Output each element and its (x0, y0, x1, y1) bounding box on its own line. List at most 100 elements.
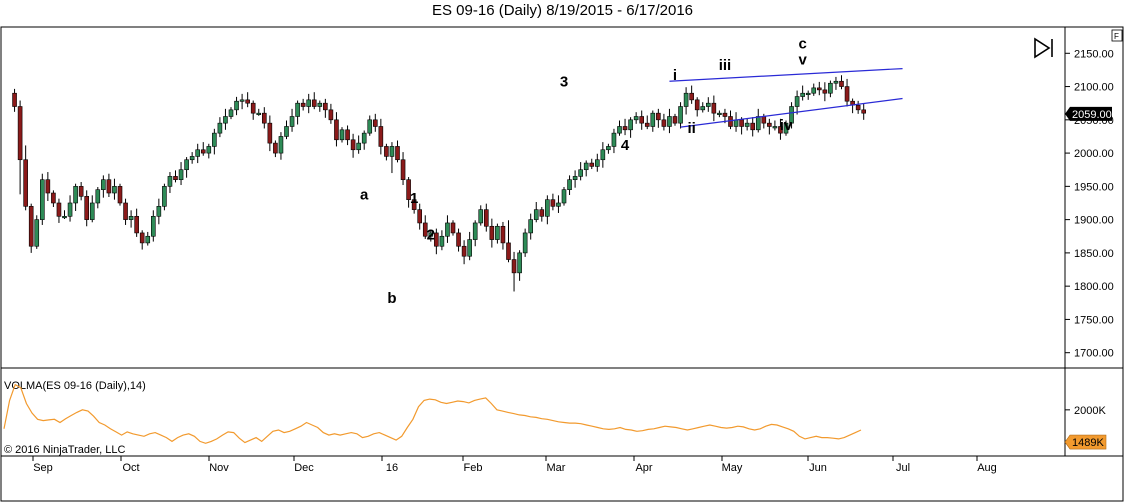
candle-body (639, 116, 645, 124)
price-tick-label: 2000.00 (1074, 148, 1114, 160)
candle-body (456, 232, 461, 247)
candle-body (628, 119, 633, 131)
volume-axis: 2000K (1065, 405, 1106, 417)
candle-body (95, 189, 101, 204)
candle-body (23, 159, 28, 207)
candle-body (439, 235, 445, 247)
candle-body (139, 232, 145, 244)
candle-body (156, 206, 162, 217)
price-tick-label: 1950.00 (1074, 181, 1114, 193)
time-tick-label: 16 (386, 462, 398, 474)
candle-body (500, 225, 506, 244)
candle-body (517, 252, 522, 274)
candle-body (300, 102, 306, 107)
candle-body (539, 209, 545, 217)
trend-line (669, 67, 903, 82)
candle-body (12, 92, 17, 107)
trend-lines (669, 67, 903, 128)
candle-body (234, 100, 239, 111)
candle-body (378, 126, 384, 147)
candle-body (472, 222, 478, 240)
candle-body (483, 209, 489, 227)
candle-body (217, 122, 223, 134)
candle-body (228, 109, 234, 117)
time-tick-label: May (722, 462, 743, 474)
candle-body (273, 142, 278, 154)
candle-body (39, 179, 45, 220)
candle-body (73, 186, 78, 204)
wave-label: iii (719, 57, 732, 74)
candle-body (767, 122, 772, 127)
play-forward-icon[interactable] (1034, 37, 1053, 59)
last-price-marker: 2059.00 (1065, 106, 1112, 121)
trend-line (680, 97, 903, 128)
time-tick-label: Jun (809, 462, 827, 474)
candle-body (550, 199, 556, 207)
candle-body (189, 156, 195, 161)
time-axis: Sep Oct Nov Dec 16 Feb Mar Apr May Jun Jul Aug (32, 456, 997, 474)
candle-body (678, 106, 683, 124)
candle-body (722, 112, 728, 117)
candle-body (428, 232, 434, 237)
wave-label: a (360, 187, 369, 204)
candle-body (606, 146, 611, 151)
candle-body (667, 116, 672, 127)
candle-body (739, 119, 744, 127)
candle-body (223, 116, 228, 124)
candle-body (633, 116, 639, 121)
candle-body (162, 186, 167, 207)
candle-body (617, 126, 622, 134)
candle-body (17, 106, 23, 161)
candle-body (694, 99, 700, 111)
candle-body (306, 99, 312, 107)
candle-body (844, 86, 850, 102)
plot-frame (0, 26, 1124, 502)
candle-body (822, 89, 828, 94)
candle-body (250, 102, 256, 114)
candle-body (800, 92, 805, 97)
candle-body (805, 92, 811, 96)
candle-body (317, 102, 323, 107)
candle-body (261, 112, 267, 124)
candle-body (783, 122, 789, 134)
candle-body (345, 129, 350, 141)
price-tick-label: 1700.00 (1074, 348, 1114, 360)
candle-body (495, 225, 500, 240)
candle-body (672, 116, 678, 124)
copyright-label: © 2016 NinjaTrader, LLC (4, 444, 125, 456)
candle-body (489, 225, 495, 240)
candle-body (339, 129, 345, 141)
candle-body (583, 162, 589, 171)
candle-body (422, 222, 428, 237)
candle-body (450, 222, 456, 234)
candle-body (128, 215, 134, 220)
candle-body (744, 122, 750, 127)
candle-body (117, 186, 123, 204)
candle-body (123, 202, 128, 220)
candlesticks (12, 75, 867, 292)
candle-body (384, 146, 389, 157)
wave-label: v (798, 52, 807, 69)
time-tick-label: Mar (547, 462, 566, 474)
volume-last-label: 1489K (1072, 437, 1104, 449)
candle-body (755, 116, 761, 131)
wave-label: b (387, 290, 396, 307)
candle-body (511, 259, 517, 274)
svg-text:F: F (1114, 32, 1119, 41)
time-tick-label: Oct (122, 462, 139, 474)
candle-body (434, 232, 439, 247)
candle-body (556, 202, 561, 207)
candle-body (789, 106, 794, 124)
candle-body (778, 126, 783, 134)
f-button[interactable]: F (1111, 29, 1123, 42)
candle-body (689, 92, 694, 101)
last-price-label: 2059.00 (1072, 109, 1112, 121)
candle-body (794, 96, 800, 107)
candle-body (467, 239, 472, 257)
candle-body (828, 82, 833, 94)
candle-body (600, 149, 606, 161)
candle-body (717, 112, 722, 115)
candle-body (173, 176, 178, 181)
candle-body (750, 122, 756, 131)
